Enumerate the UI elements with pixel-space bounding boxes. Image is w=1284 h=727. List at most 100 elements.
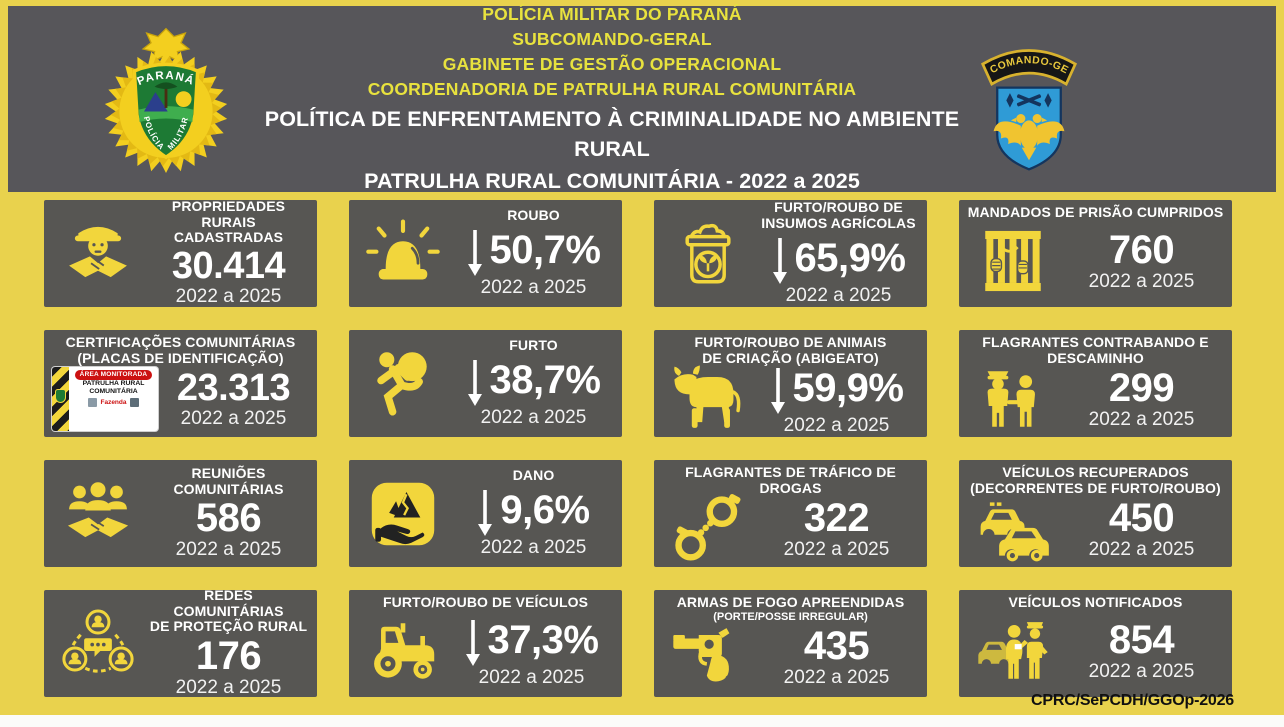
stat-value-row: 59,9% <box>770 363 904 414</box>
down-arrow-icon <box>772 236 788 284</box>
main-title-line-1: POLÍTICA DE ENFRENTAMENTO À CRIMINALIDAD… <box>264 107 960 161</box>
stat-title: VEÍCULOS NOTIFICADOS <box>1008 594 1183 610</box>
stat-card-content: FURTO 38,7% 2022 a 2025 <box>453 338 614 429</box>
stat-value-row: 37,3% <box>465 615 599 666</box>
stat-value: 854 <box>1108 618 1175 663</box>
stat-title: REDES COMUNITÁRIAS DE PROTEÇÃO RURAL <box>149 590 308 635</box>
stat-card-content: 322 2022 a 2025 <box>754 497 919 561</box>
stat-value: 59,9% <box>792 366 904 411</box>
stat-title: FURTO/ROUBO DE ANIMAIS DE CRIAÇÃO (ABIGE… <box>694 334 887 366</box>
sign-body: ÁREA MONITORADA PATRULHA RURAL COMUNITÁR… <box>69 367 158 431</box>
stat-title: MANDADOS DE PRISÃO CUMPRIDOS <box>967 204 1224 220</box>
stat-card-content: PROPRIEDADES RURAIS CADASTRADAS 30.414 202… <box>148 200 309 307</box>
stat-card-mandados: MANDADOS DE PRISÃO CUMPRIDOS 760 2022 a 20… <box>959 200 1232 307</box>
stat-subtitle: (PORTE/POSSE IRREGULAR) <box>713 610 868 623</box>
sign-mini-badge <box>55 389 66 404</box>
stat-card-bottom: 854 2022 a 2025 <box>967 611 1224 692</box>
stat-value-row: 23.313 <box>176 367 291 410</box>
stat-value-row: 9,6% <box>477 485 590 536</box>
stat-value-row: 435 <box>803 624 870 669</box>
community-network-icon <box>52 607 144 681</box>
stat-value-row: 38,7% <box>467 355 601 406</box>
pmpr-badge-logo: PARANÁ POLÍCIA MILITAR <box>100 24 250 182</box>
stat-card-armas: ARMAS DE FOGO APREENDIDAS (PORTE/POSSE IR… <box>654 590 927 697</box>
org-line-3: GABINETE DE GESTÃO OPERACIONAL <box>442 54 782 74</box>
stat-title: PROPRIEDADES RURAIS CADASTRADAS <box>171 200 286 246</box>
stat-value-row: 65,9% <box>772 233 906 284</box>
header-banner: PARANÁ POLÍCIA MILITAR POLÍCIA MILITAR D… <box>8 4 1276 193</box>
stat-card-dano: DANO 9,6% 2022 a 2025 <box>349 460 622 567</box>
stat-value: 299 <box>1108 366 1175 411</box>
stat-value-row: 760 <box>1108 228 1175 273</box>
stat-value: 65,9% <box>794 236 906 281</box>
stat-card-content: FURTO/ROUBO DE INSUMOS AGRÍCOLAS 65,9% 202… <box>758 200 919 306</box>
stat-value: 450 <box>1108 496 1175 541</box>
stat-value: 435 <box>803 624 870 669</box>
farmer-handshake-icon <box>52 217 144 291</box>
stat-card-bottom: ÁREA MONITORADA PATRULHA RURAL COMUNITÁR… <box>52 366 309 432</box>
stat-value: 760 <box>1108 228 1175 273</box>
stat-card-bottom: 59,9% 2022 a 2025 <box>662 363 919 436</box>
stat-period: 2022 a 2025 <box>478 666 585 688</box>
down-arrow-icon <box>770 366 786 414</box>
stat-period: 2022 a 2025 <box>175 677 282 697</box>
stat-card-content: DANO 9,6% 2022 a 2025 <box>453 468 614 559</box>
damage-hand-icon <box>357 477 449 551</box>
stat-value-row: 299 <box>1108 366 1175 411</box>
stat-period: 2022 a 2025 <box>175 286 282 307</box>
stat-card-notificados: VEÍCULOS NOTIFICADOS 854 2022 a 2025 <box>959 590 1232 697</box>
stat-card-bottom: 299 2022 a 2025 <box>967 366 1224 432</box>
stat-value-row: 50,7% <box>467 225 601 276</box>
stat-card-recuperados: VEÍCULOS RECUPERADOS (DECORRENTES DE FUR… <box>959 460 1232 567</box>
running-thief-icon <box>357 347 449 421</box>
stat-period: 2022 a 2025 <box>480 406 587 428</box>
sign-contact-chip <box>129 397 139 407</box>
recovered-cars-icon <box>967 492 1059 566</box>
stat-card-propriedades: PROPRIEDADES RURAIS CADASTRADAS 30.414 202… <box>44 200 317 307</box>
stat-value: 586 <box>195 496 262 541</box>
stat-card-content: 854 2022 a 2025 <box>1059 619 1224 683</box>
down-arrow-icon <box>467 358 483 406</box>
stat-value: 23.313 <box>176 367 291 410</box>
stat-period: 2022 a 2025 <box>1088 409 1195 431</box>
stat-card-insumos: FURTO/ROUBO DE INSUMOS AGRÍCOLAS 65,9% 202… <box>654 200 927 307</box>
main-title-line-2: PATRULHA RURAL COMUNITÁRIA - 2022 a 2025 <box>364 169 860 193</box>
stat-period: 2022 a 2025 <box>783 667 890 689</box>
footer-credit: CPRC/SePCDH/GGOp-2026 <box>1031 692 1234 709</box>
stat-period: 2022 a 2025 <box>783 539 890 561</box>
stat-card-furto: FURTO 38,7% 2022 a 2025 <box>349 330 622 437</box>
stat-period: 2022 a 2025 <box>480 536 587 558</box>
stat-title: FLAGRANTES CONTRABANDO E DESCAMINHO <box>982 334 1209 366</box>
stat-card-content: 299 2022 a 2025 <box>1059 367 1224 431</box>
handcuffs-icon <box>662 492 754 566</box>
stats-grid: PROPRIEDADES RURAIS CADASTRADAS 30.414 202… <box>44 200 1232 697</box>
stat-period: 2022 a 2025 <box>785 284 892 306</box>
stat-title: ROUBO <box>507 207 560 224</box>
cattle-icon <box>662 362 754 436</box>
prison-bars-icon <box>967 224 1059 298</box>
sign-qr-chip <box>88 397 98 407</box>
stat-title: REUNIÕES COMUNITÁRIAS <box>173 464 284 497</box>
stat-card-bottom: 322 2022 a 2025 <box>662 494 919 562</box>
sign-banner-text: ÁREA MONITORADA <box>74 370 153 380</box>
stat-value: 176 <box>195 634 262 679</box>
stat-title: FLAGRANTES DE TRÁFICO DE DROGAS <box>685 464 896 496</box>
stat-value-row: 30.414 <box>172 247 286 285</box>
stat-card-drogas: FLAGRANTES DE TRÁFICO DE DROGAS 322 2022 a… <box>654 460 927 567</box>
stat-value-row: 322 <box>804 498 870 538</box>
stat-card-content: REUNIÕES COMUNITÁRIAS 586 2022 a 2025 <box>148 464 309 561</box>
stat-card-bottom: 760 2022 a 2025 <box>967 221 1224 302</box>
stat-card-abigeato: FURTO/ROUBO DE ANIMAIS DE CRIAÇÃO (ABIGE… <box>654 330 927 437</box>
stat-card-bottom: 450 2022 a 2025 <box>967 496 1224 562</box>
stat-card-reunioes: REUNIÕES COMUNITÁRIAS 586 2022 a 2025 <box>44 460 317 567</box>
org-line-2: SUBCOMANDO-GERAL <box>512 29 712 49</box>
stat-title: CERTIFICAÇÕES COMUNITÁRIAS (PLACAS DE ID… <box>65 334 296 366</box>
certification-sign-image: ÁREA MONITORADA PATRULHA RURAL COMUNITÁR… <box>52 367 158 432</box>
stat-card-content: 450 2022 a 2025 <box>1059 497 1224 561</box>
stat-period: 2022 a 2025 <box>480 276 587 298</box>
sign-hazard-stripes <box>52 367 69 432</box>
stat-title: FURTO <box>509 337 558 354</box>
sign-farm-label: Fazenda <box>100 398 127 406</box>
stat-title: ARMAS DE FOGO APREENDIDAS <box>676 594 905 610</box>
sign-line-1: PATRULHA RURAL <box>82 379 145 387</box>
